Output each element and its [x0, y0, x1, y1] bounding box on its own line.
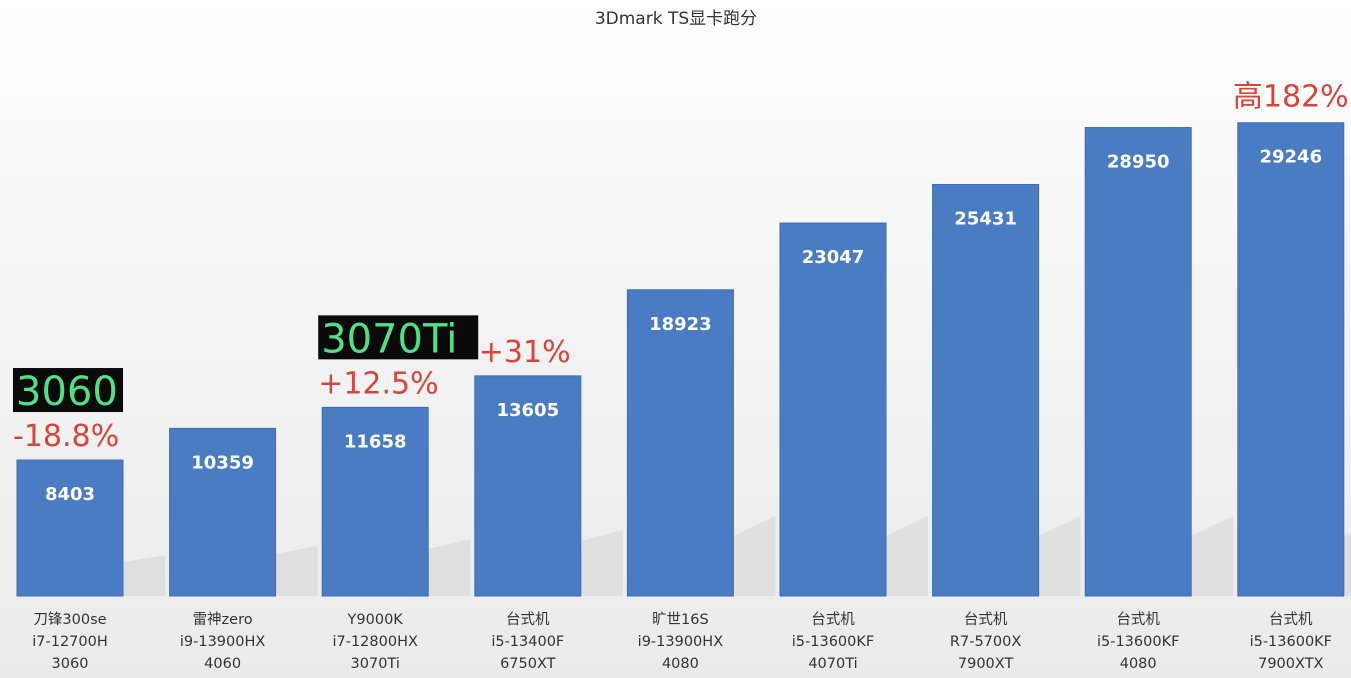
category-label: 4070Ti: [808, 656, 857, 672]
category-label: 台式机: [506, 611, 550, 628]
category-label: 刀锋300se: [33, 611, 106, 628]
category-label: 4080: [1120, 656, 1157, 672]
category-label: 4060: [204, 656, 241, 672]
bar-8: [1237, 122, 1345, 597]
category-label: 台式机: [1116, 611, 1160, 628]
category-label: i7-12800HX: [332, 634, 418, 650]
bars-layer: 8403 10359 11658 13605 18923 23047 25431 28950 2…: [16, 122, 1351, 597]
category-label: Y9000K: [347, 612, 404, 628]
category-label: i5-13600KF: [1250, 634, 1332, 650]
bar-shadow: [1038, 516, 1081, 596]
bar-value-label: 18923: [649, 314, 712, 335]
category-label: i5-13600KF: [1097, 634, 1179, 650]
bar-value-label: 10359: [191, 452, 254, 473]
chart-title: 3Dmark TS显卡跑分: [595, 9, 757, 29]
category-label: 台式机: [1269, 611, 1313, 628]
bar-value-label: 13605: [496, 400, 559, 421]
annotations-layer: 3060 -18.8% 3070Ti +12.5% +31% 高182%: [13, 80, 1349, 454]
category-label: i5-13600KF: [792, 634, 874, 650]
bar-3: [474, 375, 582, 597]
bar-4: [626, 289, 734, 597]
category-label: 雷神zero: [193, 611, 253, 628]
highlight-box-label: 3060: [16, 369, 118, 415]
category-label: i9-13900HX: [638, 634, 724, 650]
bar-2: [321, 406, 429, 597]
bar-shadow: [428, 539, 471, 596]
category-labels-layer: 刀锋300se i7-12700H 3060 雷神zero i9-13900HX 4060…: [32, 611, 1332, 672]
bar-value-label: 23047: [802, 247, 865, 268]
category-label: 4080: [662, 656, 699, 672]
percent-annotation: +12.5%: [318, 366, 438, 401]
percent-annotation: -18.8%: [13, 419, 119, 454]
category-label: 7900XTX: [1258, 656, 1323, 672]
bar-shadow: [1343, 532, 1351, 596]
bar-value-label: 8403: [45, 484, 95, 505]
bar-shadow: [580, 529, 623, 596]
category-label: i7-12700H: [32, 634, 108, 650]
bar-0: [16, 459, 124, 597]
category-label: 旷世16S: [652, 611, 709, 628]
percent-annotation: +31%: [479, 335, 571, 370]
bar-value-label: 25431: [954, 208, 1017, 229]
category-label: 7900XT: [958, 656, 1014, 672]
highlight-box-label: 3070Ti: [321, 316, 457, 362]
category-label: 台式机: [964, 611, 1008, 628]
bar-shadow: [123, 555, 165, 596]
bar-shadow: [886, 516, 928, 596]
bar-7: [1084, 127, 1192, 597]
bar-6: [932, 183, 1040, 597]
category-label: 台式机: [811, 611, 855, 628]
bar-shadow: [733, 516, 776, 596]
category-label: i9-13900HX: [180, 634, 266, 650]
bar-value-label: 11658: [344, 431, 407, 452]
category-label: i5-13400F: [491, 634, 564, 650]
bar-value-label: 29246: [1259, 147, 1322, 168]
bar-1: [169, 427, 277, 597]
category-label: 3070Ti: [351, 656, 400, 672]
bar-shadow: [275, 545, 318, 596]
percent-annotation: 高182%: [1233, 80, 1349, 115]
category-label: R7-5700X: [950, 634, 1021, 650]
category-label: 3060: [52, 656, 89, 672]
highlight-box: [13, 368, 123, 413]
bar-shadow: [1191, 516, 1234, 596]
highlight-box: [318, 315, 479, 360]
bar-value-label: 28950: [1107, 152, 1170, 173]
category-label: 6750XT: [500, 656, 556, 672]
bar-5: [779, 222, 887, 597]
